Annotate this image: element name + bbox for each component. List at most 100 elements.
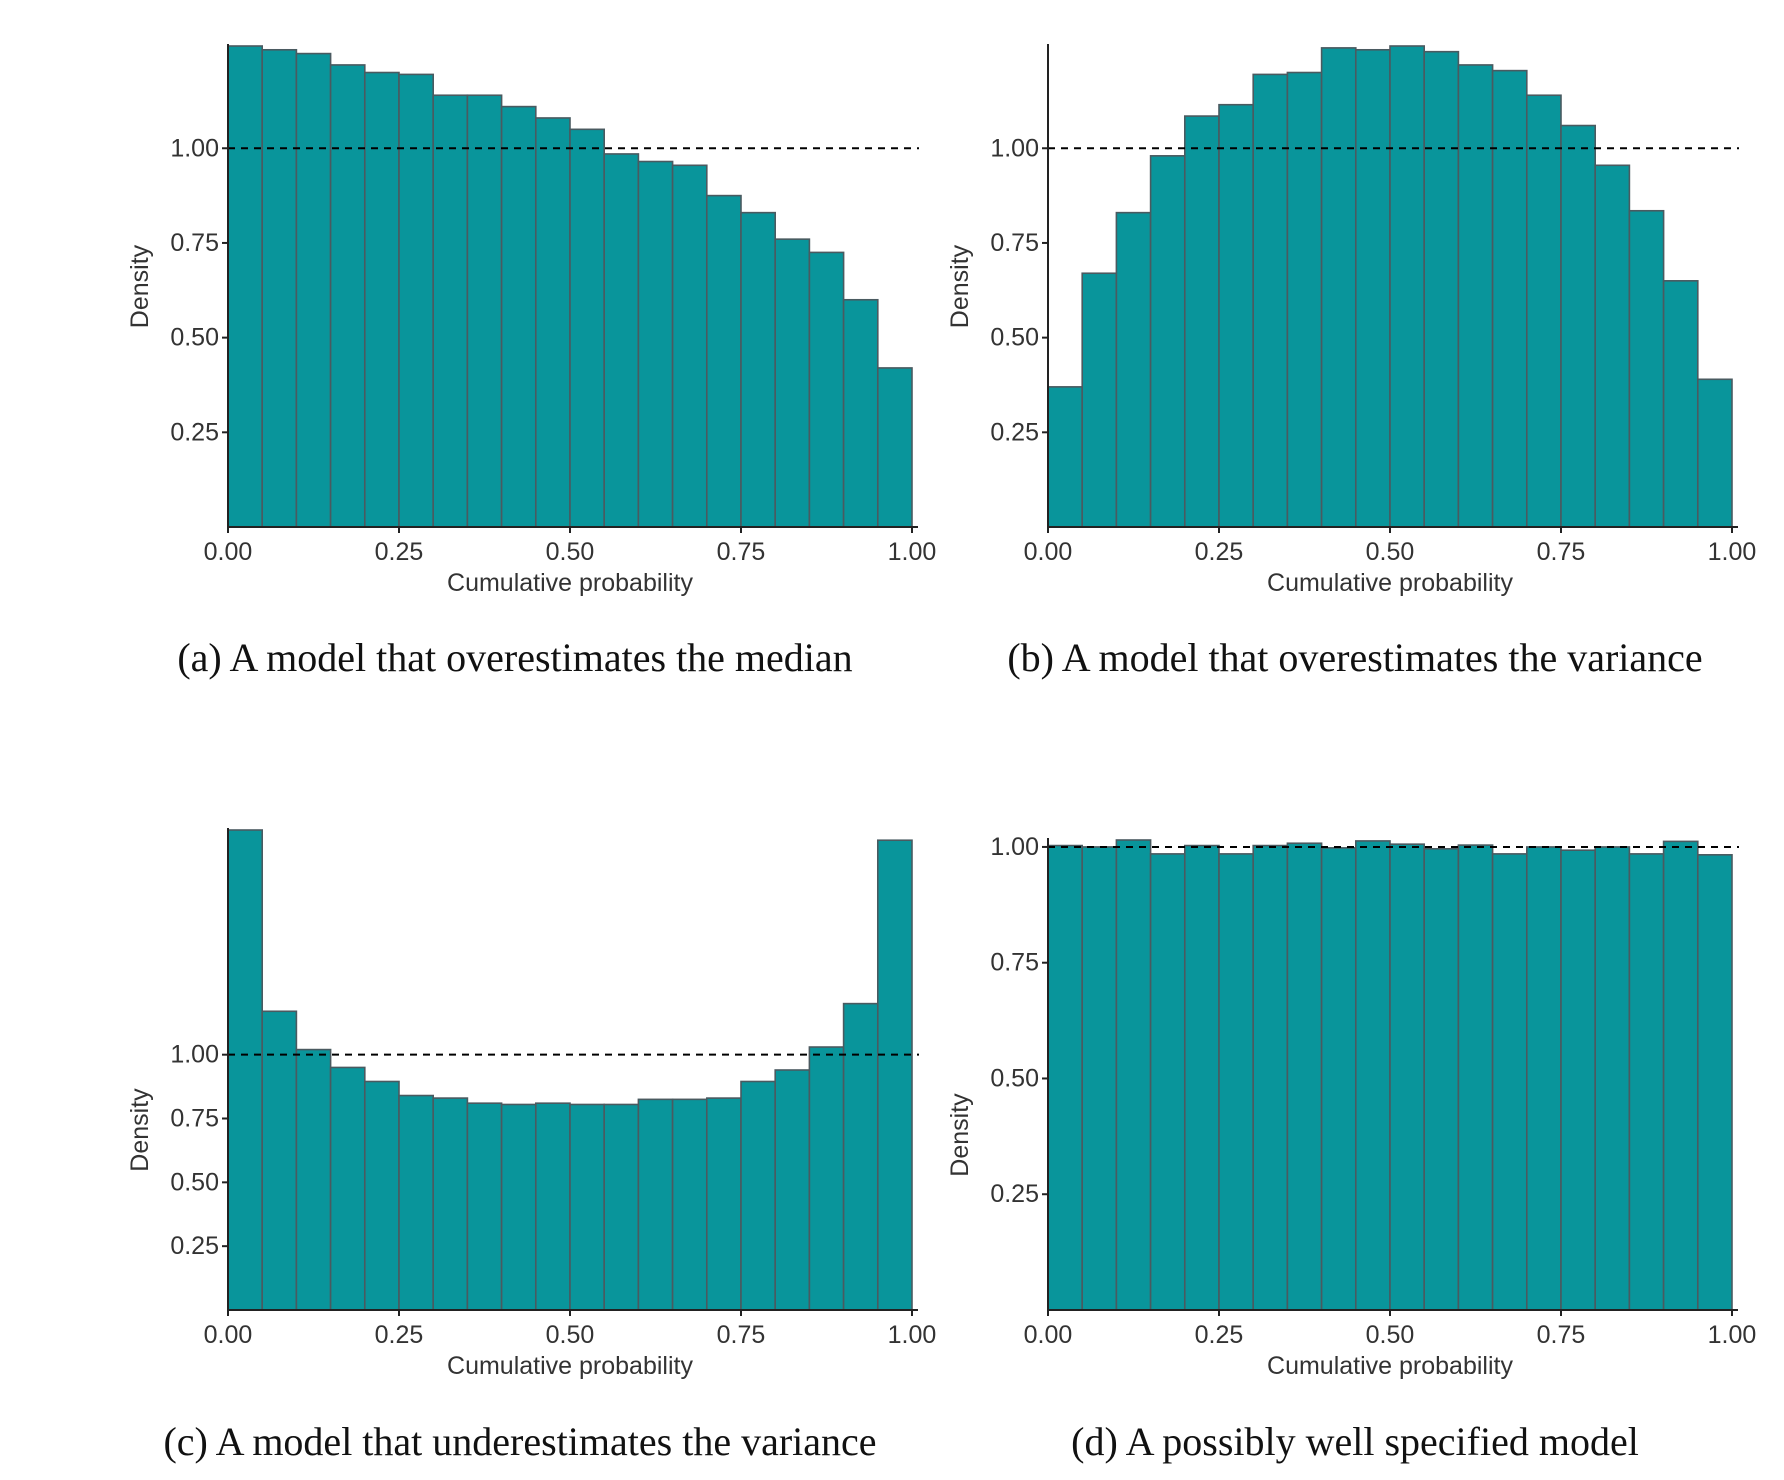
histogram-bar — [842, 298, 879, 528]
histogram-bar — [1286, 71, 1323, 528]
histogram-bar — [1628, 853, 1665, 1311]
histogram-bar — [1047, 844, 1084, 1311]
y-tick-label: 0.50 — [170, 1168, 219, 1196]
histogram-bar — [261, 48, 298, 528]
histogram-bar — [1081, 272, 1118, 528]
histogram-bar — [637, 160, 674, 528]
x-tick-label: 0.00 — [204, 1321, 253, 1349]
x-axis-label: Cumulative probability — [1267, 1352, 1513, 1380]
histogram-bar — [1525, 846, 1562, 1311]
x-tick-label: 0.75 — [1537, 538, 1586, 566]
caption-a: (a) A model that overestimates the media… — [177, 635, 853, 680]
histogram-bar — [637, 1098, 674, 1311]
histogram-bar — [1218, 103, 1255, 528]
histogram-bar — [534, 1102, 571, 1311]
x-tick-label: 1.00 — [1708, 1321, 1757, 1349]
histogram-d: 0.25 0.50 0.75 1.00 0.00 0.25 0.50 0.75 1.00 Cumu… — [946, 833, 1757, 1380]
histogram-bar — [1115, 211, 1152, 528]
histogram-bar — [1560, 124, 1597, 528]
histogram-bar — [363, 1080, 400, 1311]
histogram-bar — [842, 1002, 879, 1311]
histogram-bar — [808, 251, 845, 528]
histogram-bar — [1320, 847, 1357, 1311]
x-tick-label: 0.25 — [1195, 1321, 1244, 1349]
histogram-bar — [774, 1069, 811, 1311]
histogram-bar — [569, 128, 606, 528]
histogram-bar — [1183, 844, 1220, 1311]
x-axis-label: Cumulative probability — [1267, 569, 1513, 597]
histogram-bar — [1628, 209, 1665, 528]
caption-d: (d) A possibly well specified model — [1071, 1419, 1639, 1464]
histogram-bar — [1423, 847, 1460, 1311]
histogram-bar — [1252, 844, 1289, 1311]
histogram-bar — [774, 238, 811, 528]
x-tick-label: 0.00 — [1024, 1321, 1073, 1349]
x-tick-label: 1.00 — [888, 538, 937, 566]
histogram-bar — [1286, 842, 1323, 1311]
x-tick-label: 1.00 — [1708, 538, 1757, 566]
histogram-bar — [1354, 840, 1391, 1311]
chart-panel-d: 0.25 0.50 0.75 1.00 0.00 0.25 0.50 0.75 1.00 Cumu… — [830, 740, 1784, 1480]
x-tick-label: 0.75 — [717, 538, 766, 566]
x-tick-label: 0.50 — [546, 538, 595, 566]
histogram-bar — [1696, 854, 1733, 1311]
histogram-bar — [329, 1066, 366, 1311]
histogram-bar — [1662, 280, 1699, 528]
histogram-bar — [398, 1094, 435, 1311]
caption-c: (c) A model that underestimates the vari… — [163, 1419, 877, 1464]
histogram-bar — [1389, 843, 1426, 1311]
y-axis-label: Density — [126, 244, 154, 328]
y-tick-label: 0.75 — [170, 1105, 219, 1133]
histogram-bar — [1491, 69, 1528, 528]
histogram-bar — [1115, 839, 1152, 1311]
histogram-bar — [1047, 386, 1084, 528]
histogram-bar — [1354, 48, 1391, 528]
histogram-bar — [466, 1102, 503, 1311]
y-axis-label: Density — [946, 244, 974, 328]
histogram-bar — [1149, 155, 1186, 528]
y-tick-label: 1.00 — [990, 134, 1039, 162]
x-tick-label: 0.50 — [1366, 1321, 1415, 1349]
x-tick-label: 0.00 — [204, 538, 253, 566]
histogram-bar — [671, 1098, 708, 1311]
x-tick-label: 0.25 — [375, 1321, 424, 1349]
histogram-bar — [534, 117, 571, 528]
y-tick-label: 0.50 — [170, 324, 219, 352]
histogram-bar — [1457, 64, 1494, 528]
chart-panel-c: 0.25 0.50 0.75 1.00 0.00 0.25 0.50 0.75 1.00 Cumu… — [0, 740, 936, 1480]
x-tick-label: 0.50 — [546, 1321, 595, 1349]
histogram-bar — [740, 1080, 777, 1311]
histogram-bar — [1252, 73, 1289, 528]
histogram-a: 0.25 0.50 0.75 1.00 0.00 0.25 0.50 0.75 1.00 Cumu… — [126, 44, 937, 597]
y-tick-label: 1.00 — [170, 134, 219, 162]
y-tick-label: 0.25 — [990, 418, 1039, 446]
histogram-bar — [1389, 45, 1426, 528]
histogram-bar — [808, 1046, 845, 1311]
histogram-bar — [1183, 115, 1220, 528]
x-tick-label: 1.00 — [888, 1321, 937, 1349]
histogram-bar — [740, 211, 777, 528]
histogram-bar — [295, 52, 332, 528]
histogram-bar — [1696, 378, 1733, 528]
histogram-bar — [1423, 50, 1460, 528]
histogram-c: 0.25 0.50 0.75 1.00 0.00 0.25 0.50 0.75 1.00 Cumu… — [126, 828, 937, 1380]
y-tick-label: 0.75 — [990, 229, 1039, 257]
histogram-b: 0.25 0.50 0.75 1.00 0.00 0.25 0.50 0.75 1.00 Cumu… — [946, 44, 1757, 597]
x-tick-label: 0.25 — [375, 538, 424, 566]
histogram-bar — [227, 45, 264, 528]
histogram-bar — [569, 1103, 606, 1311]
histogram-bar — [227, 829, 264, 1311]
x-tick-label: 0.50 — [1366, 538, 1415, 566]
histogram-bar — [705, 1097, 742, 1311]
histogram-bar — [876, 839, 913, 1311]
histogram-bar — [1457, 844, 1494, 1311]
histogram-bar — [603, 1103, 640, 1311]
x-tick-label: 0.75 — [1537, 1321, 1586, 1349]
histogram-bar — [1149, 853, 1186, 1311]
x-axis-label: Cumulative probability — [447, 569, 693, 597]
histogram-bar — [500, 1103, 537, 1311]
x-tick-label: 0.00 — [1024, 538, 1073, 566]
histogram-bar — [500, 105, 537, 528]
histogram-bar — [1491, 853, 1528, 1311]
histogram-bar — [398, 73, 435, 528]
